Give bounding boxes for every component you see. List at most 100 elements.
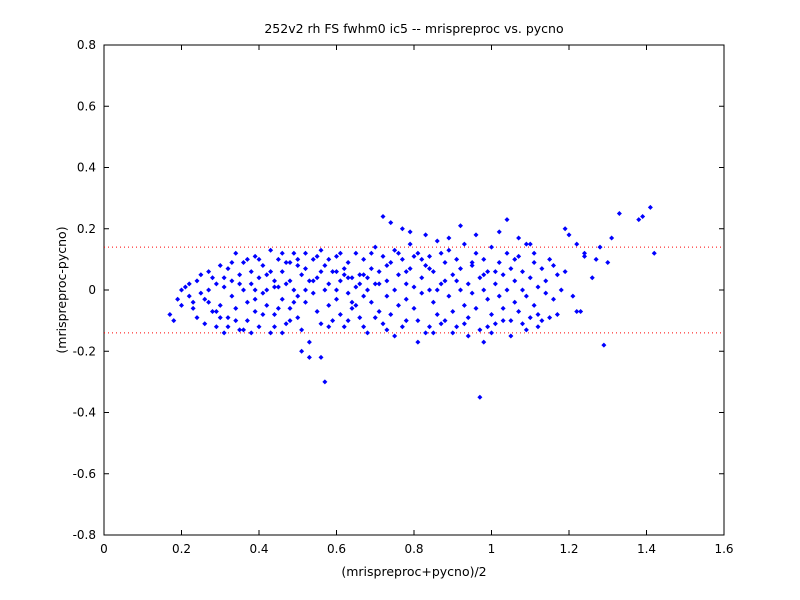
data-point — [244, 318, 250, 324]
data-point — [496, 259, 502, 265]
data-point — [430, 330, 436, 336]
data-point — [376, 281, 382, 287]
y-tick-label: -0.4 — [73, 406, 96, 420]
y-tick-label: 0.8 — [77, 38, 96, 52]
data-point — [217, 315, 223, 321]
data-point — [202, 321, 208, 327]
data-point — [299, 348, 305, 354]
data-point — [438, 281, 444, 287]
data-point — [241, 287, 246, 293]
data-point — [481, 272, 487, 278]
data-point — [388, 312, 394, 317]
data-point — [353, 250, 359, 256]
data-point — [539, 318, 545, 324]
data-point — [446, 247, 452, 253]
data-point — [481, 287, 487, 293]
data-point — [206, 269, 212, 275]
data-point — [272, 312, 277, 317]
data-point — [566, 232, 572, 238]
data-point — [554, 272, 560, 278]
y-tick-label: 0.4 — [77, 161, 96, 175]
data-point — [384, 327, 390, 333]
data-point — [477, 275, 483, 281]
data-point — [384, 263, 390, 268]
data-point — [237, 272, 243, 278]
data-point — [264, 302, 270, 308]
x-tick-label: 0.4 — [249, 542, 268, 556]
data-point — [527, 315, 533, 321]
data-point — [427, 324, 432, 330]
data-point — [616, 210, 622, 216]
data-point — [337, 312, 343, 317]
data-point — [260, 263, 266, 268]
data-point — [516, 253, 522, 259]
data-point — [434, 238, 440, 244]
data-point — [233, 305, 239, 311]
data-point — [411, 253, 417, 259]
y-tick-label: 0.6 — [77, 99, 96, 113]
data-point — [411, 284, 417, 290]
data-point — [419, 275, 425, 281]
data-point — [547, 315, 553, 321]
data-point — [492, 281, 498, 287]
data-point — [334, 269, 339, 275]
data-point — [562, 226, 568, 232]
data-point — [531, 259, 537, 265]
data-point — [427, 266, 432, 272]
data-point — [179, 287, 184, 293]
data-point — [229, 259, 235, 265]
data-point — [485, 269, 491, 275]
data-point — [287, 318, 293, 324]
data-point — [283, 321, 289, 327]
data-point — [415, 318, 421, 324]
y-tick-label: 0 — [88, 283, 96, 297]
data-point — [217, 263, 223, 268]
data-point — [450, 272, 456, 278]
data-point — [558, 287, 564, 293]
y-tick-labels: 0.8 0.6 0.4 0.2 0 -0.2 -0.4 -0.6 -0.8 — [73, 38, 96, 542]
data-point — [291, 250, 297, 256]
data-point — [562, 269, 568, 275]
data-point — [465, 333, 471, 339]
x-tick-label: 0.2 — [172, 542, 191, 556]
data-point — [388, 259, 394, 265]
data-point — [403, 318, 409, 324]
data-point — [248, 269, 254, 275]
data-point — [458, 223, 463, 229]
data-point — [361, 324, 367, 330]
data-point — [248, 330, 254, 336]
data-point — [272, 278, 277, 284]
data-points — [167, 204, 657, 400]
data-point — [504, 250, 510, 256]
data-point — [233, 318, 239, 324]
data-point — [492, 269, 498, 275]
data-point — [578, 308, 584, 314]
data-point — [442, 318, 448, 324]
data-point — [217, 302, 223, 308]
data-point — [454, 324, 460, 330]
data-point — [407, 229, 413, 235]
data-point — [322, 287, 328, 293]
data-point — [252, 308, 258, 314]
data-point — [334, 296, 339, 302]
data-point — [520, 287, 525, 293]
data-point — [361, 256, 367, 262]
data-point — [516, 308, 522, 314]
data-point — [547, 256, 553, 262]
data-point — [365, 330, 370, 336]
data-point — [640, 214, 646, 219]
data-point — [171, 318, 177, 324]
y-tick-label: -0.6 — [73, 467, 96, 481]
data-point — [399, 226, 405, 232]
data-point — [318, 269, 324, 275]
data-point — [287, 305, 293, 311]
data-point — [368, 266, 374, 272]
data-point — [225, 324, 231, 330]
data-point — [210, 275, 215, 281]
data-point — [473, 250, 479, 256]
data-point — [392, 333, 398, 339]
data-point — [275, 256, 281, 262]
data-point — [396, 250, 401, 256]
data-point — [198, 290, 204, 296]
data-point — [531, 250, 537, 256]
